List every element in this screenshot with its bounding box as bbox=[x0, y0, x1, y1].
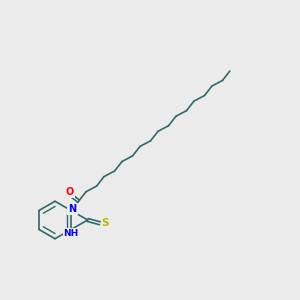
Text: NH: NH bbox=[64, 230, 79, 238]
Text: N: N bbox=[68, 204, 76, 214]
Text: O: O bbox=[66, 187, 74, 197]
Text: S: S bbox=[102, 218, 109, 228]
